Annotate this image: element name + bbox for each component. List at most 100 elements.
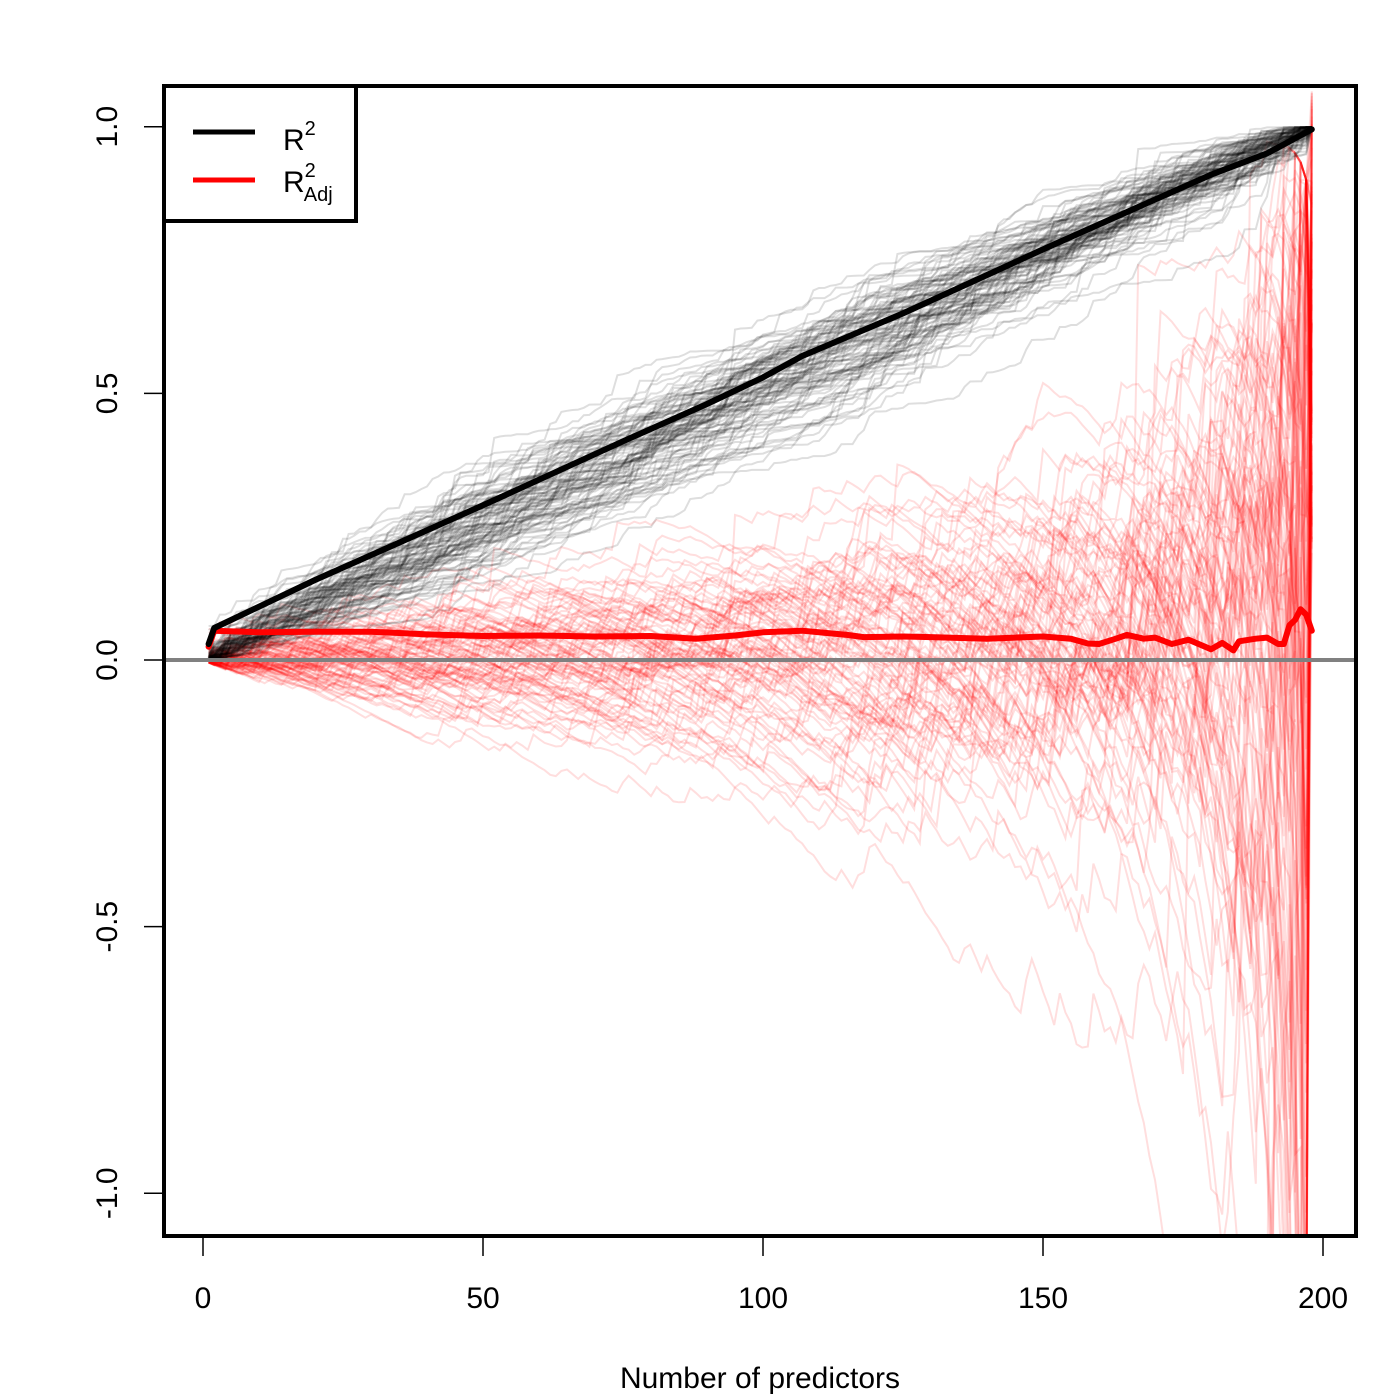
- adjusted-r2-trace: [207, 244, 1313, 771]
- adjusted-r2-trace: [208, 180, 1313, 829]
- r2-trace: [207, 126, 1313, 661]
- r2-trace: [207, 126, 1312, 660]
- r2-trace: [207, 126, 1313, 660]
- adjusted-r2-trace: [208, 509, 1313, 1236]
- adjusted-r2-trace: [208, 161, 1313, 868]
- r2-trace: [208, 126, 1313, 654]
- r2-trace: [208, 126, 1313, 661]
- plot-frame: [162, 84, 1358, 1238]
- adjusted-r2-trace: [208, 189, 1313, 818]
- adjusted-r2-trace: [208, 93, 1313, 1236]
- r2-trace: [208, 126, 1312, 660]
- y-tick-label: 0.0: [91, 639, 124, 681]
- r2-trace: [208, 126, 1313, 658]
- adjusted-r2-trace: [208, 92, 1313, 669]
- r2-trace: [208, 126, 1313, 661]
- adjusted-r2-trace: [208, 147, 1313, 1236]
- adjusted-r2-trace: [208, 179, 1313, 704]
- x-tick-label: 50: [466, 1282, 499, 1315]
- r2-trace: [208, 126, 1313, 654]
- r2-trace: [207, 126, 1313, 659]
- y-tick-label: -0.5: [91, 901, 124, 953]
- adjusted-r2-trace: [208, 172, 1313, 696]
- adjusted-r2-trace: [208, 140, 1313, 784]
- r2-trace: [208, 126, 1313, 661]
- adjusted-r2-trace: [208, 99, 1313, 1236]
- adjusted-r2-mean-line: [205, 606, 1315, 654]
- r2-trace: [208, 126, 1313, 661]
- r2-trace: [208, 126, 1312, 661]
- r2-trace: [208, 126, 1313, 651]
- r2-trace: [208, 126, 1313, 661]
- r2-trace: [207, 126, 1313, 660]
- adjusted-r2-trace: [208, 124, 1313, 816]
- r2-trace: [208, 126, 1313, 651]
- adjusted-r2-trace: [207, 128, 1313, 960]
- r2-trace: [208, 126, 1312, 655]
- r2-trace: [207, 126, 1312, 661]
- r2-trace: [207, 126, 1313, 651]
- r2-trace: [208, 126, 1313, 661]
- r2-trace: [208, 126, 1312, 660]
- adjusted-r2-trace: [208, 309, 1313, 770]
- adjusted-r2-trace: [208, 186, 1313, 1236]
- r2-trace: [208, 126, 1313, 659]
- r2-trace: [208, 126, 1313, 660]
- x-axis-title: Number of predictors: [620, 1362, 900, 1395]
- r2-trace: [208, 126, 1313, 661]
- r2-trace: [208, 126, 1312, 661]
- r2-trace: [208, 126, 1313, 659]
- adjusted-r2-trace: [207, 190, 1313, 660]
- y-tick-label: -1.0: [91, 1167, 124, 1219]
- adjusted-r2-trace: [208, 179, 1313, 830]
- adjusted-r2-trace: [208, 340, 1313, 889]
- adjusted-r2-trace: [208, 304, 1313, 904]
- r2-trace: [208, 126, 1312, 661]
- adjusted-r2-trace: [208, 288, 1313, 1236]
- adjusted-r2-trace: [207, 319, 1313, 1213]
- adjusted-r2-trace: [207, 269, 1313, 715]
- r2-trace: [207, 126, 1313, 661]
- r2-trace: [208, 126, 1313, 661]
- r2-trace: [208, 126, 1313, 656]
- adjusted-r2-simulation-traces: [207, 91, 1313, 1236]
- r2-trace: [208, 126, 1313, 655]
- adjusted-r2-trace: [207, 514, 1313, 900]
- adjusted-r2-trace: [207, 145, 1313, 731]
- r2-trace: [208, 126, 1313, 659]
- r2-trace: [208, 126, 1313, 660]
- r2-trace: [208, 126, 1312, 648]
- r2-trace: [208, 126, 1313, 660]
- r2-trace: [208, 126, 1313, 661]
- adjusted-r2-trace: [208, 322, 1313, 752]
- r2-trace: [208, 126, 1312, 660]
- adjusted-r2-trace: [208, 131, 1313, 1236]
- adjusted-r2-trace: [208, 179, 1313, 716]
- adjusted-r2-trace: [208, 285, 1313, 1236]
- adjusted-r2-trace: [208, 186, 1313, 710]
- adjusted-r2-trace: [208, 347, 1313, 920]
- r2-trace: [208, 126, 1313, 659]
- adjusted-r2-trace: [208, 233, 1313, 669]
- legend-box: [162, 84, 358, 223]
- adjusted-r2-trace: [208, 142, 1313, 976]
- r2-trace: [208, 126, 1312, 660]
- r2-trace: [208, 126, 1313, 661]
- r2-trace: [207, 126, 1312, 655]
- adjusted-r2-trace: [208, 179, 1313, 731]
- r2-trace: [208, 126, 1313, 661]
- r2-trace: [207, 126, 1312, 661]
- adjusted-r2-trace: [208, 137, 1313, 833]
- r2-trace: [208, 126, 1313, 657]
- y-axis: -1.0 -0.5 0.0 0.5 1.0: [91, 106, 162, 1219]
- r2-trace: [208, 126, 1312, 659]
- r2-trace: [208, 126, 1313, 660]
- adjusted-r2-trace: [208, 106, 1313, 1064]
- adjusted-r2-trace: [208, 390, 1313, 827]
- x-tick-label: 0: [195, 1282, 212, 1315]
- r2-trace: [208, 126, 1313, 658]
- adjusted-r2-trace: [208, 415, 1313, 785]
- r2-trace: [208, 126, 1313, 658]
- adjusted-r2-trace: [208, 207, 1313, 683]
- legend-label-adjusted-r2: R2 Adj: [283, 160, 333, 206]
